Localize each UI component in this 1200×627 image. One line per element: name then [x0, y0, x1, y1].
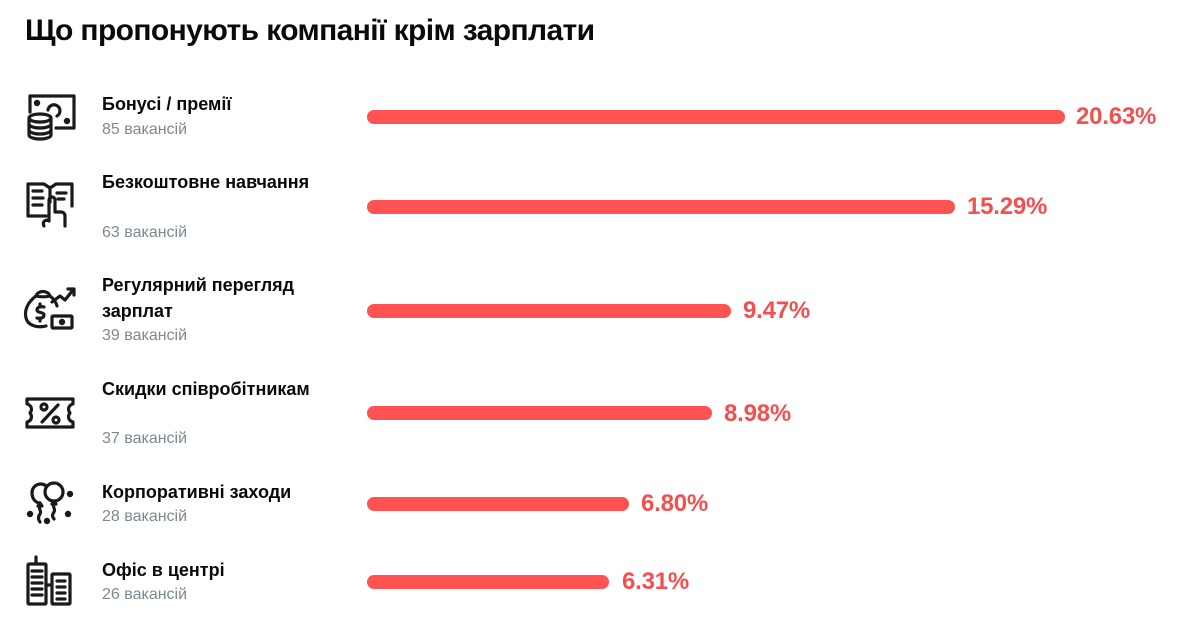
vacancy-count: 28 вакансій — [102, 508, 188, 525]
bar-value: 15.29% — [967, 193, 1048, 220]
benefit-label: Офіс в центрі — [102, 560, 225, 580]
money-coins-icon — [22, 88, 78, 144]
benefit-label: Корпоративні заходи — [102, 482, 292, 502]
book-reading-icon — [22, 176, 78, 232]
bar-value: 6.31% — [622, 568, 690, 595]
chart-title: Що пропонують компанії крім зарплати — [25, 14, 595, 47]
office-buildings-icon — [22, 553, 78, 609]
benefit-label: Безкоштовне навчання — [102, 172, 310, 192]
vacancy-count: 26 вакансій — [102, 586, 188, 603]
bar-bonuses — [367, 110, 1065, 124]
discount-ticket-icon — [22, 386, 78, 442]
vacancy-count: 63 вакансій — [102, 224, 188, 241]
bar-training — [367, 200, 955, 214]
benefit-label: Бонусі / премії — [102, 94, 232, 114]
vacancy-count: 37 вакансій — [102, 430, 188, 447]
benefit-label: Скидки співробітникам — [102, 379, 310, 399]
bar-value: 9.47% — [743, 297, 811, 324]
vacancy-count: 39 вакансій — [102, 327, 188, 344]
bar-value: 8.98% — [724, 400, 792, 427]
bar-discounts — [367, 406, 712, 420]
balloons-icon — [22, 476, 78, 532]
money-bag-growth-icon — [22, 280, 78, 336]
bar-value: 20.63% — [1076, 103, 1157, 130]
bar-central-office — [367, 575, 609, 589]
bar-salary-review — [367, 304, 731, 318]
bar-value: 6.80% — [641, 490, 709, 517]
vacancy-count: 85 вакансій — [102, 121, 188, 138]
benefit-label: Регулярний перегляд зарплат — [102, 275, 295, 321]
bar-corporate-events — [367, 497, 629, 511]
